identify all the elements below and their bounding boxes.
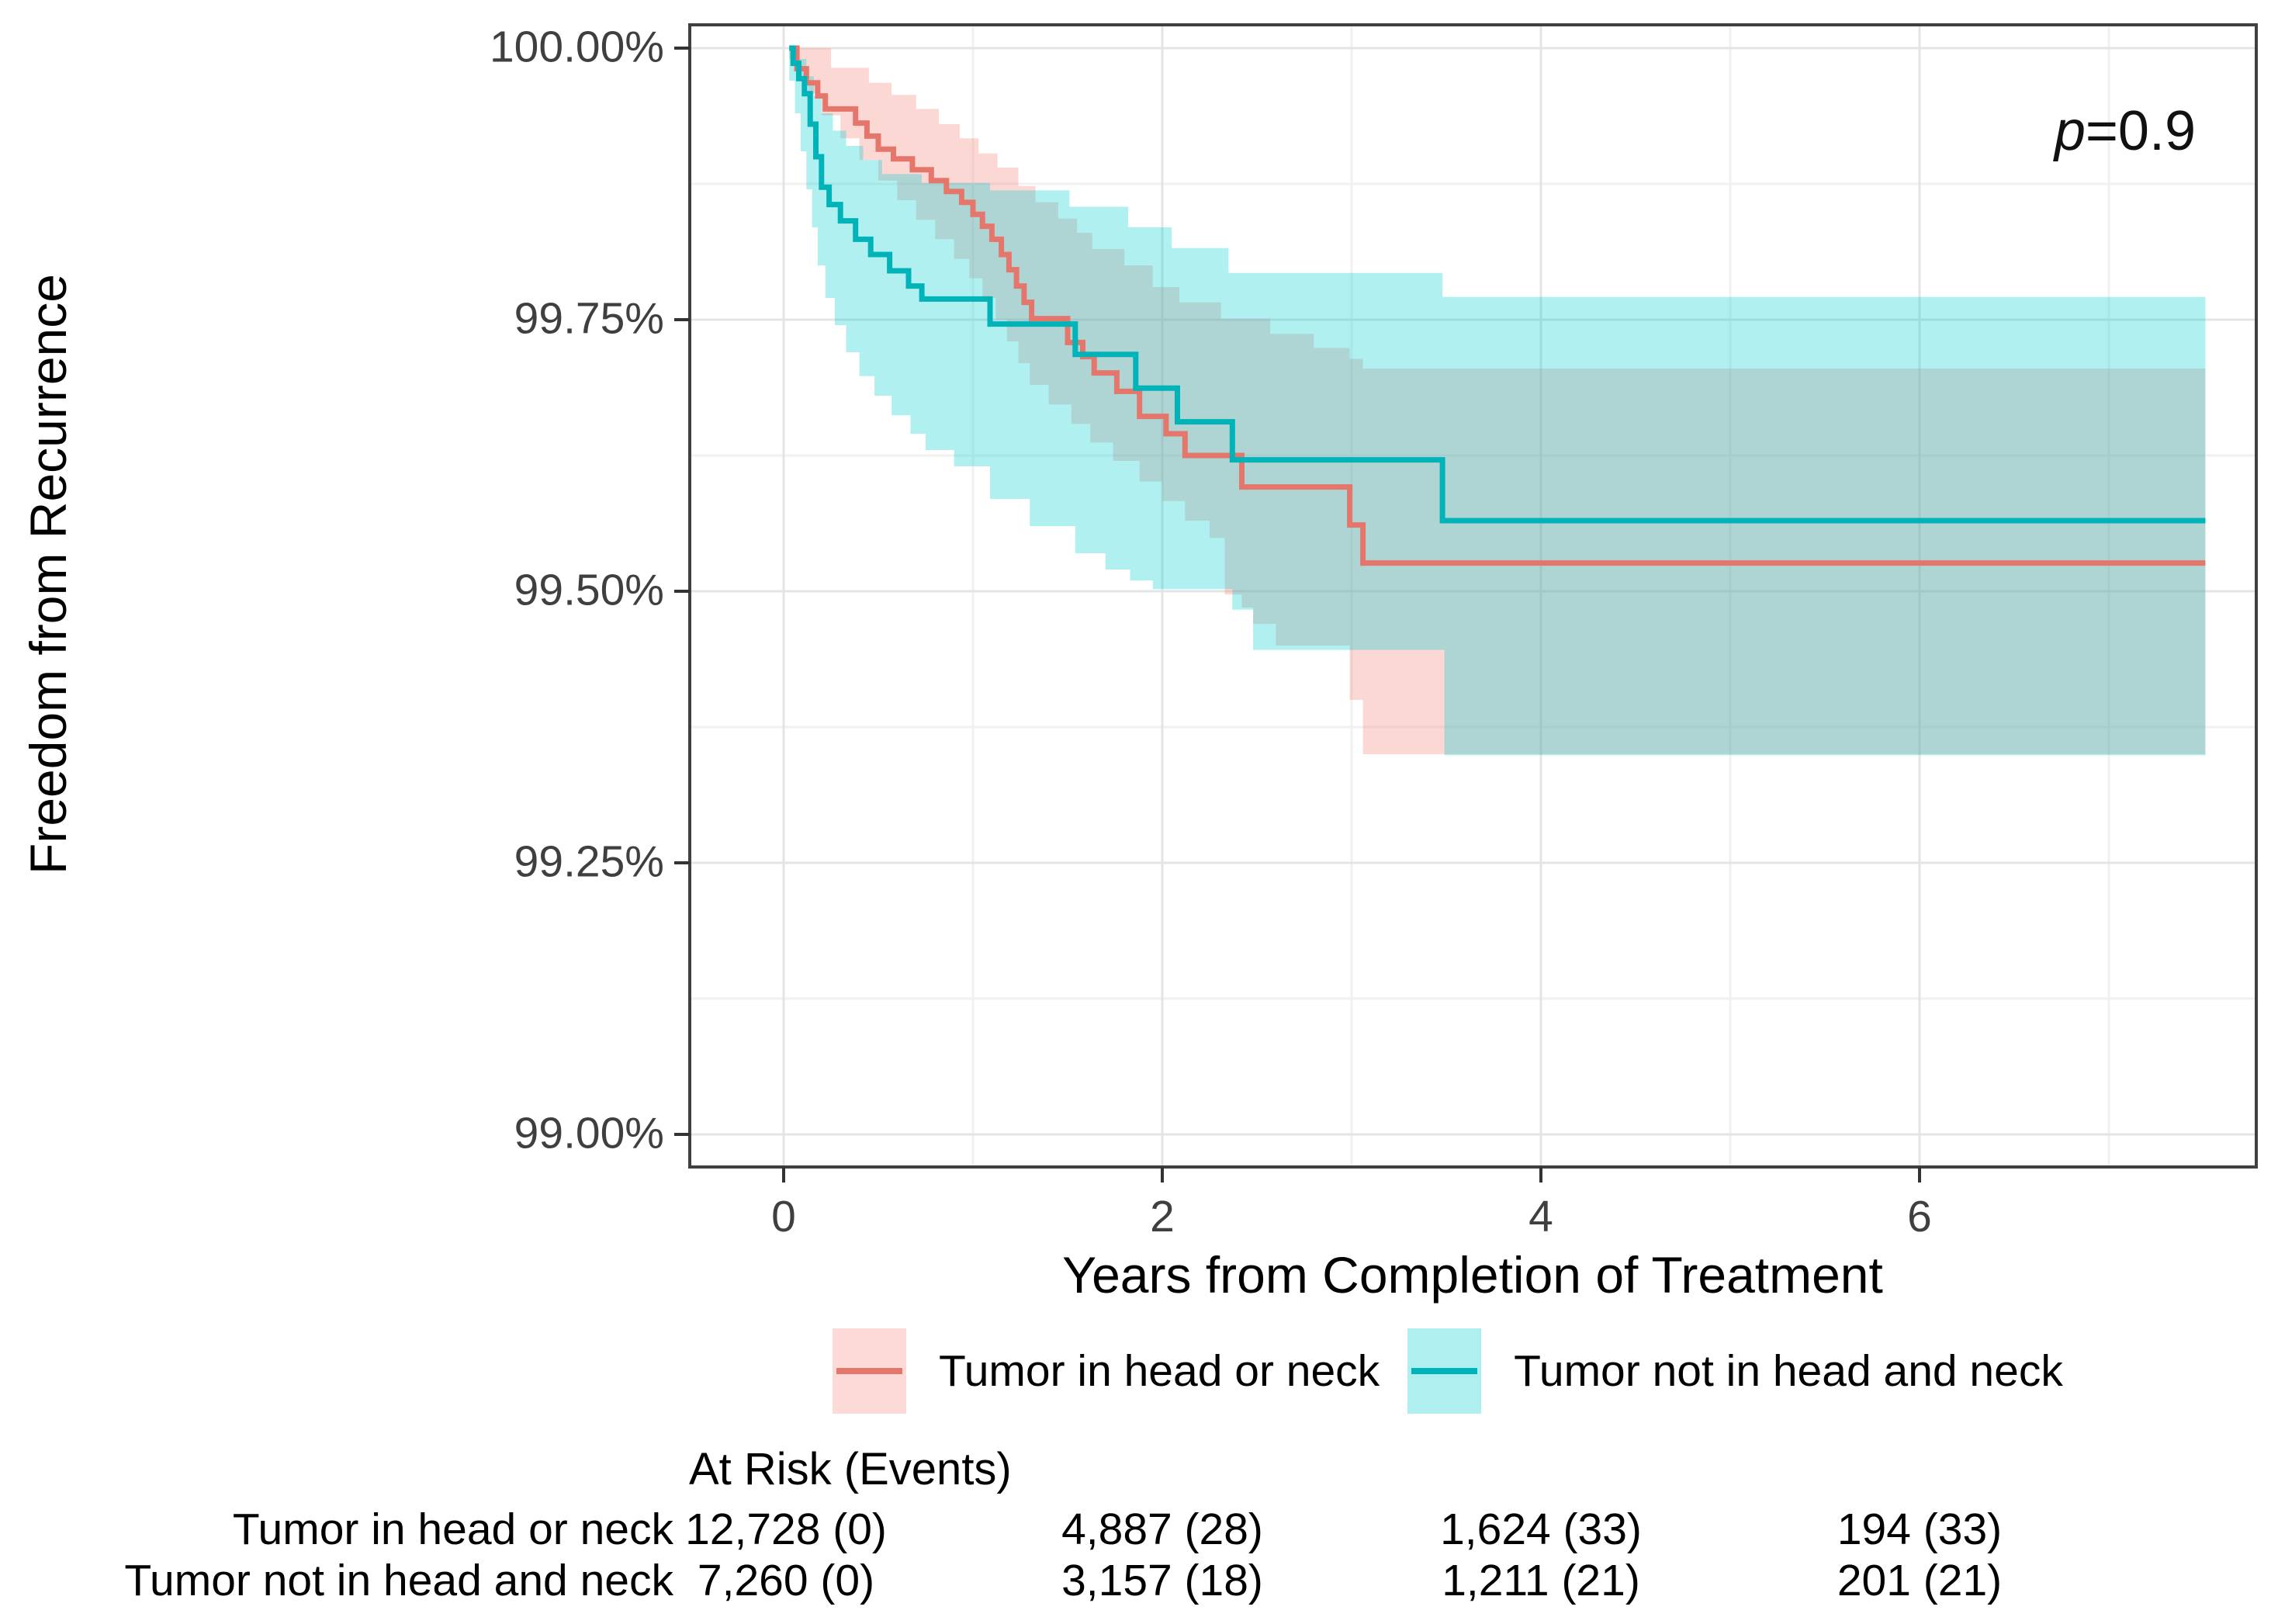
panel-border — [688, 23, 2258, 1169]
at-risk-row-label: Tumor in head or neck — [232, 1505, 673, 1554]
p-value-annotation: p=0.9 — [2055, 99, 2196, 163]
at-risk-value: 12,728 (0) — [685, 1505, 887, 1554]
at-risk-value: 3,157 (18) — [1061, 1556, 1263, 1605]
at-risk-value: 4,887 (28) — [1061, 1505, 1263, 1554]
at-risk-row-not-head-and-neck: Tumor not in head and neck 7,260 (0) 3,1… — [0, 1555, 2278, 1605]
at-risk-value: 201 (21) — [1837, 1556, 2003, 1605]
legend-swatch-teal — [1407, 1328, 1482, 1414]
y-tick-label-9950: 99.50% — [514, 565, 664, 615]
y-tick-label-9975: 99.75% — [514, 293, 664, 344]
x-tick-label-0: 0 — [771, 1192, 796, 1241]
x-tick-label-4: 4 — [1528, 1192, 1553, 1241]
x-tick-label-6: 6 — [1907, 1192, 1932, 1241]
legend-swatch-red — [833, 1328, 906, 1414]
ci-band-not-head-and-neck — [789, 48, 2206, 756]
legend: Tumor in head or neck Tumor not in head … — [833, 1328, 2063, 1414]
p-symbol: p — [2054, 100, 2086, 162]
legend-line-teal — [1411, 1368, 1478, 1374]
legend-item-not-head-and-neck: Tumor not in head and neck — [1407, 1328, 2063, 1414]
at-risk-row-head-or-neck: Tumor in head or neck 12,728 (0) 4,887 (… — [0, 1504, 2278, 1554]
y-tick-label-9925: 99.25% — [514, 836, 664, 887]
at-risk-value: 1,624 (33) — [1440, 1505, 1642, 1554]
plot-panel — [690, 25, 2256, 1167]
p-value-text: =0.9 — [2085, 100, 2196, 162]
ci-band-head-or-neck — [789, 48, 2206, 754]
km-curve-head-or-neck — [789, 45, 2206, 566]
at-risk-row-label: Tumor not in head and neck — [124, 1556, 673, 1605]
at-risk-value: 7,260 (0) — [697, 1556, 875, 1605]
y-axis-title: Freedom from Recurrence — [19, 274, 77, 874]
legend-item-head-or-neck: Tumor in head or neck — [833, 1328, 1380, 1414]
legend-label: Tumor in head or neck — [939, 1346, 1380, 1396]
y-tick-label-9900: 99.00% — [514, 1108, 664, 1158]
y-tick-label-100: 100.00% — [489, 22, 664, 72]
at-risk-table-header: At Risk (Events) — [689, 1444, 1012, 1494]
legend-line-red — [836, 1368, 902, 1374]
at-risk-value: 1,211 (21) — [1442, 1556, 1640, 1605]
at-risk-value: 194 (33) — [1837, 1505, 2003, 1554]
legend-label: Tumor not in head and neck — [1514, 1346, 2063, 1396]
x-tick-label-2: 2 — [1150, 1192, 1175, 1241]
x-axis-title: Years from Completion of Treatment — [1062, 1246, 1883, 1304]
km-curve-not-head-and-neck — [789, 45, 2206, 524]
